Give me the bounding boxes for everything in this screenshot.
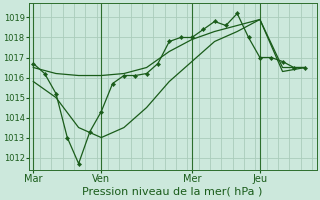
X-axis label: Pression niveau de la mer( hPa ): Pression niveau de la mer( hPa ) bbox=[83, 187, 263, 197]
